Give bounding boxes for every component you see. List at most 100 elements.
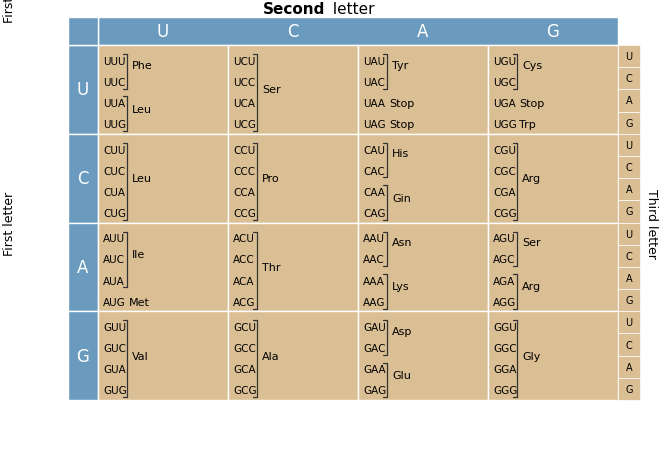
Text: GCG: GCG — [233, 386, 257, 395]
Bar — [618, 201, 640, 223]
Text: Asn: Asn — [392, 238, 413, 248]
Text: U: U — [77, 81, 89, 99]
Text: AGC: AGC — [493, 255, 515, 265]
Text: GCA: GCA — [233, 364, 255, 374]
Bar — [618, 334, 640, 356]
Bar — [98, 46, 228, 135]
Text: UCG: UCG — [233, 120, 256, 130]
Text: Gly: Gly — [522, 351, 540, 361]
Bar — [228, 312, 358, 400]
Text: G: G — [625, 118, 633, 128]
Text: UGU: UGU — [493, 57, 516, 67]
Bar — [68, 312, 98, 400]
Text: AAU: AAU — [363, 234, 385, 244]
Text: UUC: UUC — [103, 78, 126, 88]
Bar — [228, 46, 358, 135]
Bar — [98, 312, 228, 400]
Text: GGC: GGC — [493, 344, 517, 354]
Bar — [618, 223, 640, 245]
Text: GAA: GAA — [363, 364, 386, 374]
Text: G: G — [625, 207, 633, 217]
Text: CUG: CUG — [103, 208, 126, 218]
Bar — [618, 68, 640, 90]
Bar — [488, 135, 618, 223]
Text: UCA: UCA — [233, 99, 255, 109]
Text: U: U — [626, 318, 632, 328]
Text: AUC: AUC — [103, 255, 125, 265]
Text: AGG: AGG — [493, 297, 516, 307]
Text: C: C — [626, 163, 632, 172]
Text: UAA: UAA — [363, 99, 385, 109]
Text: AUG: AUG — [103, 297, 126, 307]
Text: CCU: CCU — [233, 145, 255, 155]
Text: G: G — [625, 384, 633, 394]
Bar — [618, 157, 640, 179]
Text: Cys: Cys — [522, 61, 542, 71]
Text: UCC: UCC — [233, 78, 255, 88]
Bar — [618, 46, 640, 68]
Text: CGA: CGA — [493, 187, 515, 197]
Text: AAC: AAC — [363, 255, 385, 265]
Text: C: C — [626, 340, 632, 350]
Text: Leu: Leu — [132, 105, 152, 115]
Text: CAC: CAC — [363, 167, 385, 177]
Text: U: U — [157, 23, 169, 41]
Bar — [68, 135, 98, 223]
Bar — [618, 90, 640, 112]
Bar — [618, 356, 640, 378]
Bar — [618, 179, 640, 201]
Text: AGA: AGA — [493, 276, 515, 286]
Text: Stop: Stop — [519, 99, 544, 109]
Bar — [618, 135, 640, 157]
Text: GCU: GCU — [233, 323, 256, 332]
Text: GAU: GAU — [363, 323, 386, 332]
Bar — [358, 46, 488, 135]
Text: Trp: Trp — [519, 120, 536, 130]
Text: Third letter: Third letter — [646, 188, 659, 258]
Text: CGG: CGG — [493, 208, 517, 218]
Bar — [358, 135, 488, 223]
Text: AAA: AAA — [363, 276, 385, 286]
Text: C: C — [626, 251, 632, 261]
Text: Tyr: Tyr — [392, 61, 409, 71]
Text: Ala: Ala — [262, 351, 280, 361]
Text: G: G — [77, 347, 89, 365]
Text: Lys: Lys — [392, 282, 410, 292]
Text: GGU: GGU — [493, 323, 517, 332]
Text: UUU: UUU — [103, 57, 126, 67]
Bar — [68, 46, 98, 135]
Text: ACU: ACU — [233, 234, 255, 244]
Text: C: C — [626, 74, 632, 84]
Text: G: G — [546, 23, 559, 41]
Text: ACA: ACA — [233, 276, 255, 286]
Bar — [68, 18, 98, 46]
Text: Ser: Ser — [522, 238, 541, 248]
Bar — [618, 289, 640, 312]
Bar — [618, 312, 640, 334]
Text: UAG: UAG — [363, 120, 386, 130]
Text: CGU: CGU — [493, 145, 516, 155]
Text: letter: letter — [328, 1, 374, 16]
Text: Asp: Asp — [392, 326, 413, 336]
Bar — [228, 135, 358, 223]
Text: A: A — [626, 362, 632, 372]
Text: GAC: GAC — [363, 344, 386, 354]
Text: Stop: Stop — [389, 99, 414, 109]
Text: AAG: AAG — [363, 297, 386, 307]
Text: CAU: CAU — [363, 145, 385, 155]
Bar — [358, 312, 488, 400]
Text: UAC: UAC — [363, 78, 385, 88]
Text: ACG: ACG — [233, 297, 255, 307]
Text: CGC: CGC — [493, 167, 516, 177]
Text: Ile: Ile — [132, 249, 145, 259]
Text: UCU: UCU — [233, 57, 255, 67]
Text: UUG: UUG — [103, 120, 126, 130]
Bar — [228, 223, 358, 312]
Text: Glu: Glu — [392, 370, 411, 380]
Text: Leu: Leu — [132, 174, 152, 184]
Text: G: G — [625, 295, 633, 305]
Text: Met: Met — [129, 297, 150, 307]
Text: Arg: Arg — [522, 174, 541, 184]
Text: A: A — [626, 96, 632, 106]
Text: His: His — [392, 149, 409, 159]
